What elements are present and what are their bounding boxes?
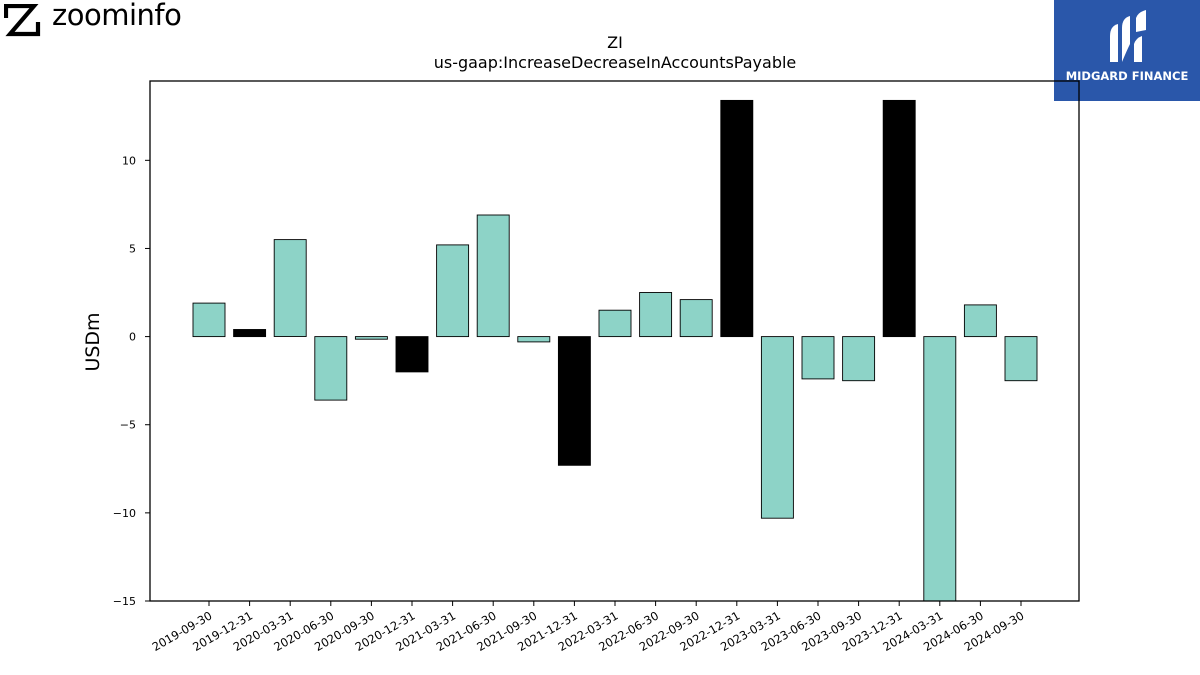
bar-2019-12-31	[233, 329, 267, 338]
x-axis-ticks: 2019-09-302019-12-312020-03-312020-06-30…	[150, 601, 1027, 654]
bar-2021-12-31	[557, 336, 591, 466]
y-tick-label: −10	[113, 507, 136, 520]
bar-2024-03-31	[923, 336, 957, 602]
bar-2022-12-31	[720, 99, 754, 338]
bar-2023-03-31	[760, 336, 794, 519]
bar-2021-03-31	[436, 244, 470, 338]
chart-subtitle: us-gaap:IncreaseDecreaseInAccountsPayabl…	[434, 53, 797, 72]
bar-2020-09-30	[354, 336, 388, 340]
brand-name: zoominfo	[52, 0, 182, 32]
bar-2023-09-30	[842, 336, 876, 382]
bar-2024-06-30	[963, 304, 997, 338]
bar-2021-09-30	[517, 336, 551, 343]
partner-name: MIDGARD FINANCE	[1065, 69, 1189, 83]
midgard-emblem-icon	[1110, 10, 1146, 62]
zoominfo-mark-icon	[4, 4, 41, 37]
bar-2024-09-30	[1004, 336, 1038, 382]
bar-2020-03-31	[273, 239, 307, 337]
zoominfo-logo	[4, 4, 41, 37]
bar-series	[192, 99, 1038, 602]
y-tick-label: −15	[113, 595, 136, 608]
bar-2020-06-30	[314, 336, 348, 401]
y-tick-label: −5	[120, 419, 136, 432]
chart-title: ZI	[607, 33, 623, 52]
partner-logo: MIDGARD FINANCE	[1054, 0, 1200, 101]
bar-2022-06-30	[639, 292, 673, 338]
bar-2023-06-30	[801, 336, 835, 380]
bar-2021-06-30	[476, 214, 510, 338]
plot-frame	[149, 80, 1080, 602]
y-tick-label: 5	[129, 242, 136, 255]
y-axis-label: USDm	[82, 312, 104, 371]
y-axis-ticks: −15 −10 −5 0 5 10	[113, 154, 150, 608]
y-tick-label: 0	[129, 331, 136, 344]
bar-2019-09-30	[192, 302, 226, 338]
bar-2022-09-30	[679, 299, 713, 338]
bar-2020-12-31	[395, 336, 429, 373]
bar-2023-12-31	[882, 99, 916, 338]
bar-2022-03-31	[598, 309, 632, 338]
y-tick-label: 10	[122, 154, 136, 167]
